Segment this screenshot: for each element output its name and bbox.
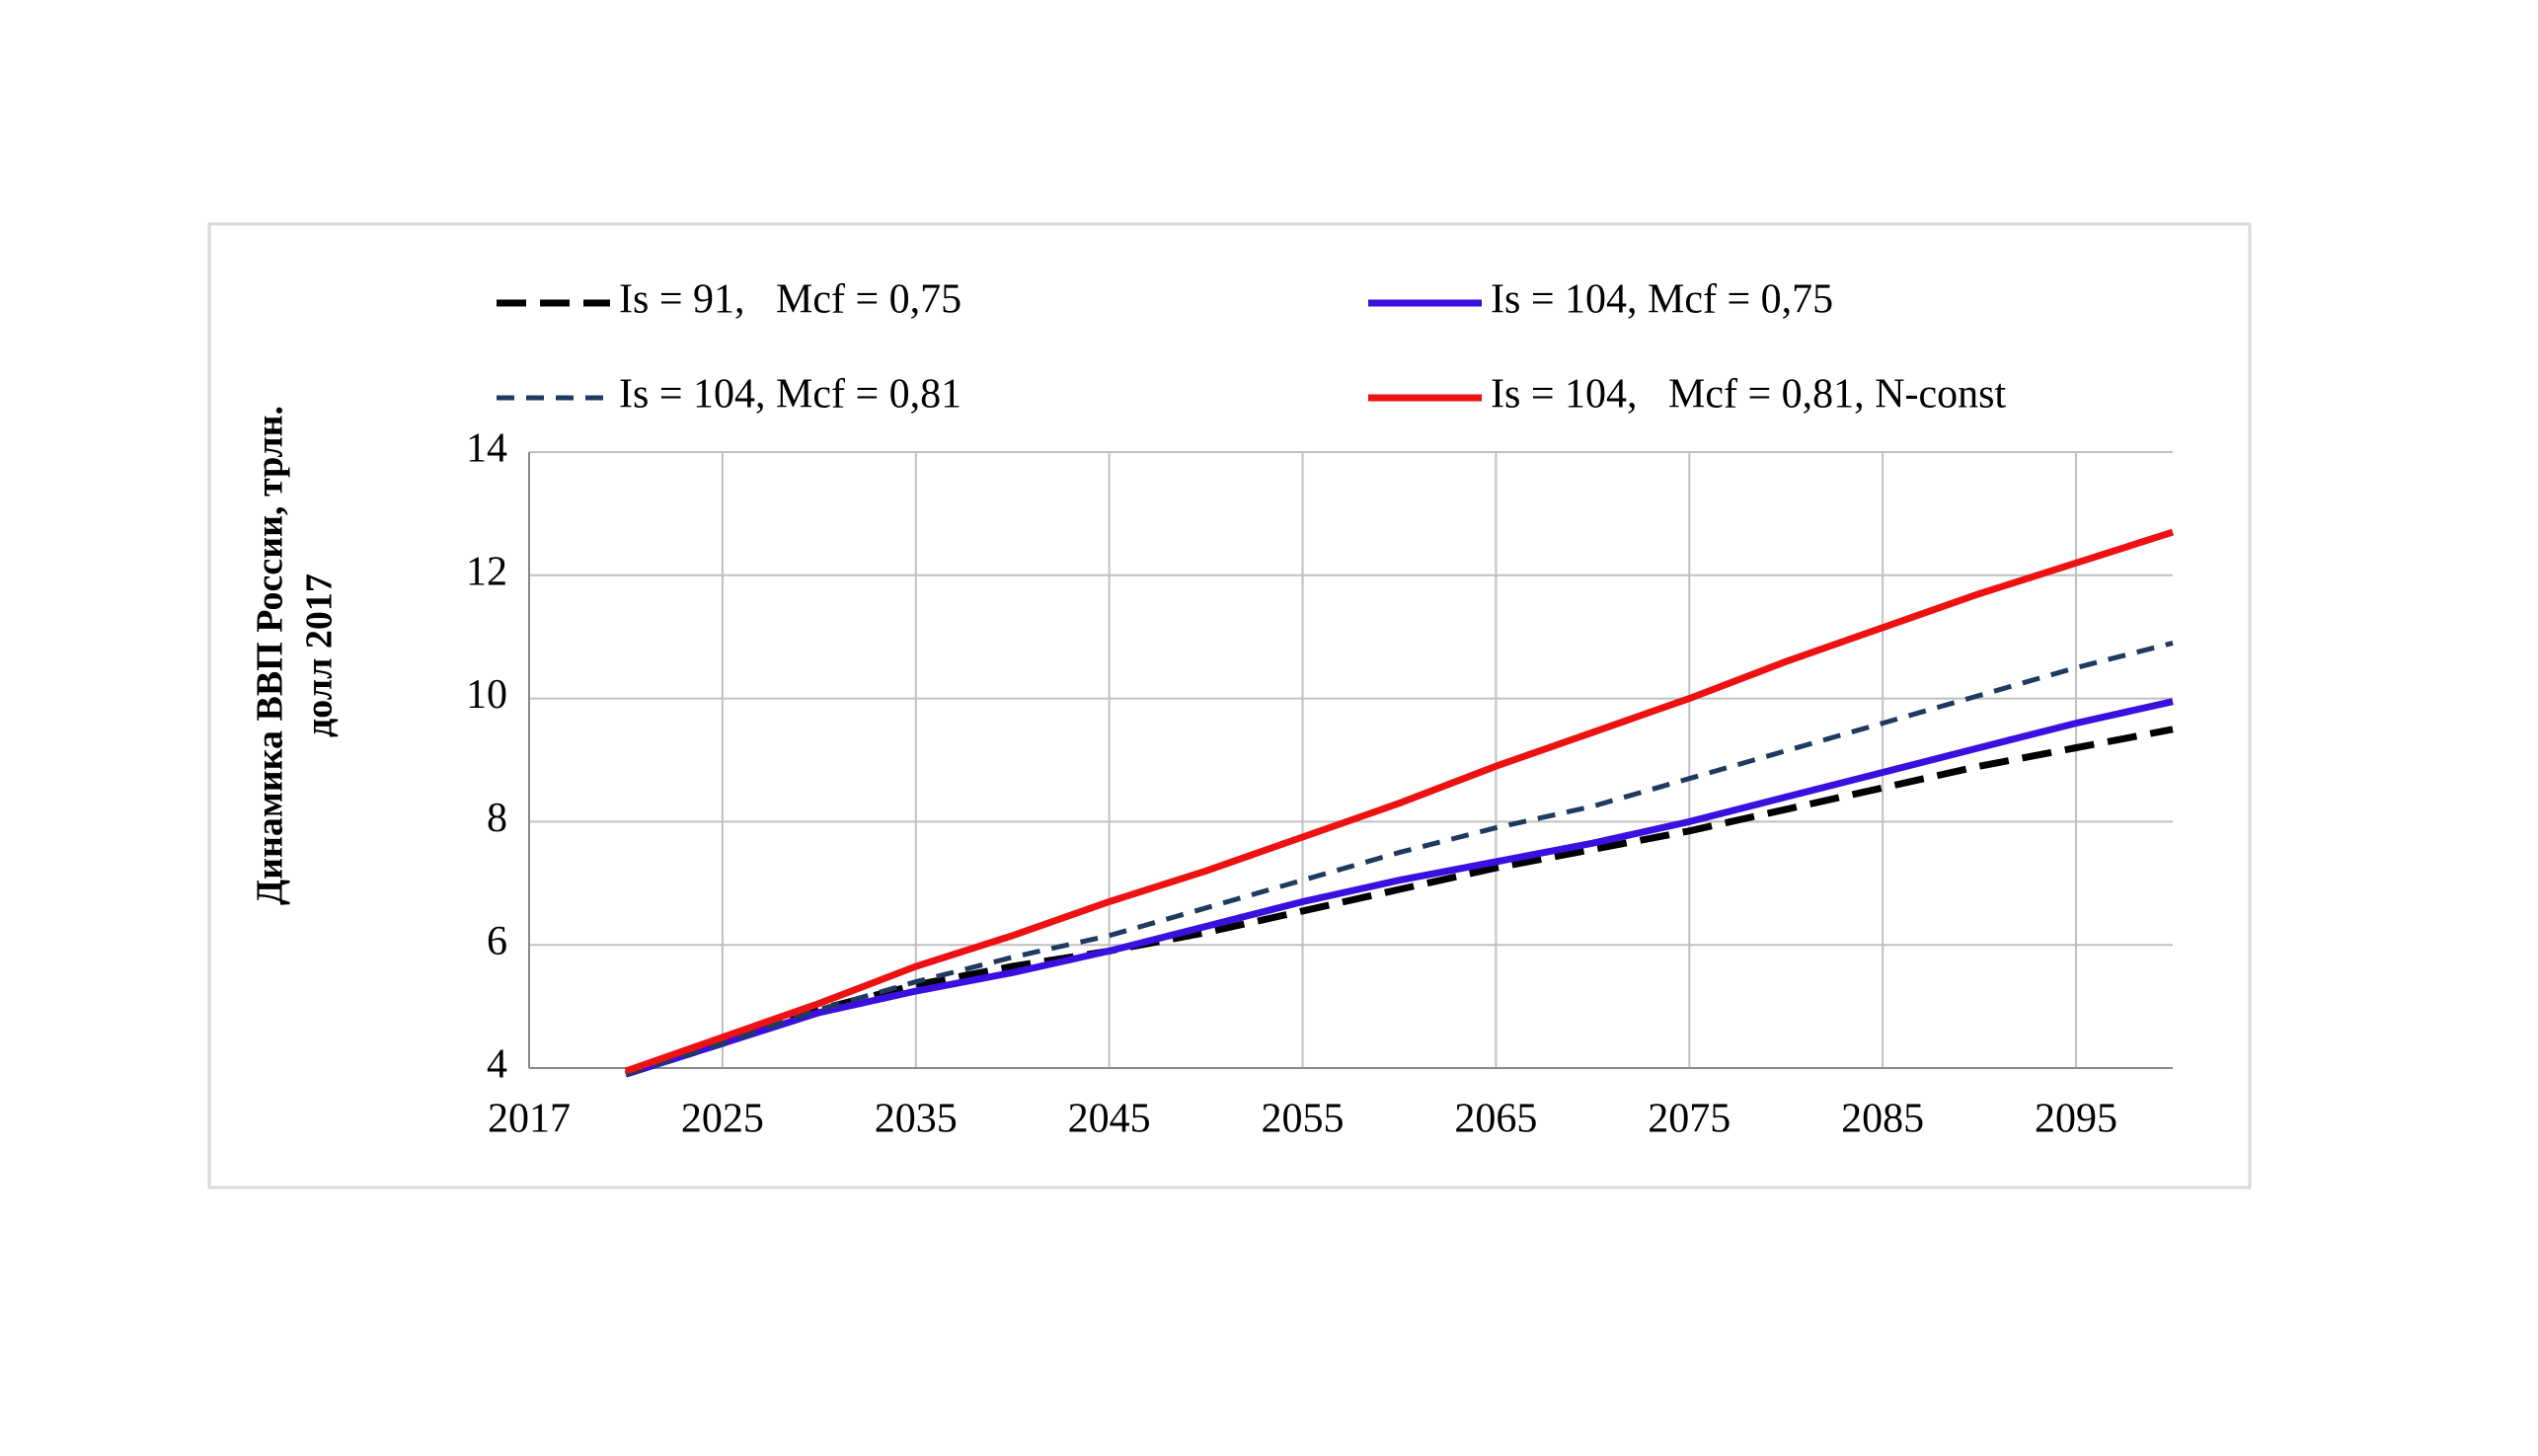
legend-label: Is = 104, Mcf = 0,81 [619,372,961,418]
series-line [625,640,2174,1077]
y-tick-label: 12 [466,549,507,594]
legend-label: Is = 104, Mcf = 0,75 [1491,277,1833,323]
y-axis-title: долл 2017 [299,574,341,737]
y-axis-title: Динамика ВВП России, трлн. [250,406,291,905]
chart-frame [207,222,2252,1189]
y-tick-label: 6 [487,919,507,964]
y-tick-label: 14 [466,426,507,472]
legend-label: Is = 91, Mcf = 0,75 [619,277,961,323]
series-line [624,698,2174,1078]
y-tick-label: 10 [466,672,507,718]
x-tick-label: 2035 [875,1097,958,1142]
x-tick-label: 2075 [1648,1097,1730,1142]
x-tick-label: 2085 [1841,1097,1924,1142]
x-tick-label: 2055 [1262,1097,1345,1142]
x-tick-label: 2025 [681,1097,764,1142]
y-tick-label: 8 [487,796,507,841]
x-tick-label: 2017 [488,1097,571,1142]
x-tick-label: 2065 [1454,1097,1537,1142]
y-tick-label: 4 [487,1042,507,1088]
series-line [624,528,2175,1075]
x-tick-label: 2045 [1068,1097,1151,1142]
x-tick-label: 2095 [2035,1097,2117,1142]
legend-label: Is = 104, Mcf = 0,81, N-const [1491,372,2006,418]
